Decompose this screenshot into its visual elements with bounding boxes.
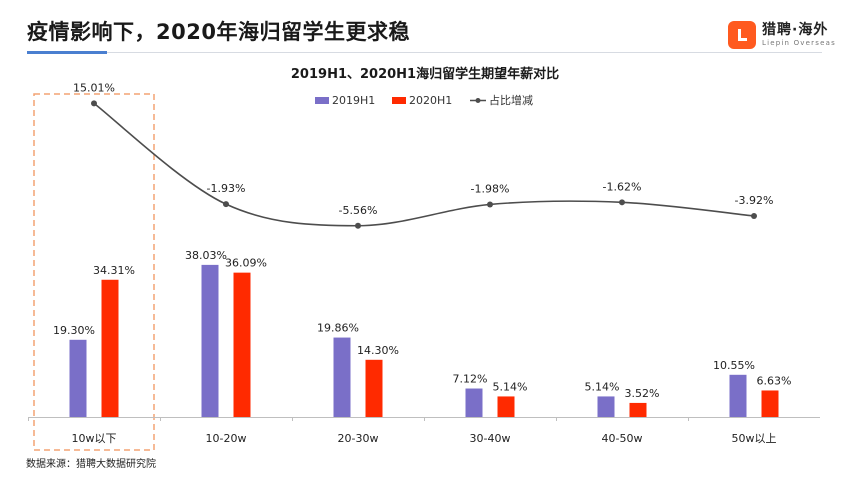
x-tick-label: 40-50w [602,432,643,445]
data-label-2020: 5.14% [493,380,528,393]
liepin-logo: 猎聘·海外 Liepin Overseas [728,21,836,49]
bar-2019 [333,337,351,417]
data-label-2020: 3.52% [625,387,660,400]
x-tick-label: 20-30w [338,432,379,445]
page-title: 疫情影响下，2020年海归留学生更求稳 [27,20,410,44]
data-label-2019: 38.03% [185,249,227,262]
bar-2019 [597,396,615,417]
highlight-box [33,93,155,451]
x-tick-label: 10w以下 [72,432,117,445]
logo-text: 猎聘·海外 [762,22,829,38]
change-point [751,212,757,219]
change-point [619,199,625,206]
change-point [487,201,493,208]
title-divider [27,52,822,53]
bar-2020 [629,402,647,417]
data-label-2020: 34.31% [93,264,135,277]
legend-label-2020: 2020H1 [409,94,452,107]
bar-2020 [497,396,515,417]
bar-2019 [201,264,219,417]
bar-2020 [101,279,119,417]
logo-l-icon [728,21,756,49]
legend-swatch-2020 [392,97,406,104]
x-tick-label: 50w以上 [732,432,777,445]
legend-label-change: 占比增减 [489,93,533,107]
x-tick-label: 10-20w [206,432,247,445]
data-label-2020: 14.30% [357,344,399,357]
change-point [223,201,229,208]
bar-2020 [761,390,779,417]
change-label: -1.62% [603,180,642,193]
bar-2020 [365,359,383,417]
data-label-2019: 7.12% [453,373,488,386]
x-tick-label: 30-40w [470,432,511,445]
chart-title: 2019H1、2020H1海归留学生期望年薪对比 [291,66,559,82]
legend-label-2019: 2019H1 [332,94,375,107]
change-line [93,102,755,227]
change-label: -1.93% [207,182,246,195]
change-label: 15.01% [73,81,115,94]
bar-2020 [233,272,251,417]
data-label-2019: 5.14% [585,380,620,393]
data-label-2020: 36.09% [225,257,267,270]
change-point [91,100,97,107]
change-point [355,222,361,229]
change-label: -3.92% [735,194,774,207]
logo-subtext: Liepin Overseas [762,39,836,47]
data-label-2019: 19.86% [317,322,359,335]
data-label-2020: 6.63% [757,374,792,387]
data-label-2019: 19.30% [53,324,95,337]
change-label: -1.98% [471,182,510,195]
change-label: -5.56% [339,204,378,217]
legend-marker-change [475,98,481,103]
data-source-note: 数据来源：猎聘大数据研究院 [26,459,156,470]
bar-2019 [729,374,747,417]
bar-2019 [465,388,483,417]
data-label-2019: 10.55% [713,359,755,372]
legend-swatch-2019 [315,97,329,104]
title-divider-accent [27,51,107,54]
bar-2019 [69,339,87,417]
